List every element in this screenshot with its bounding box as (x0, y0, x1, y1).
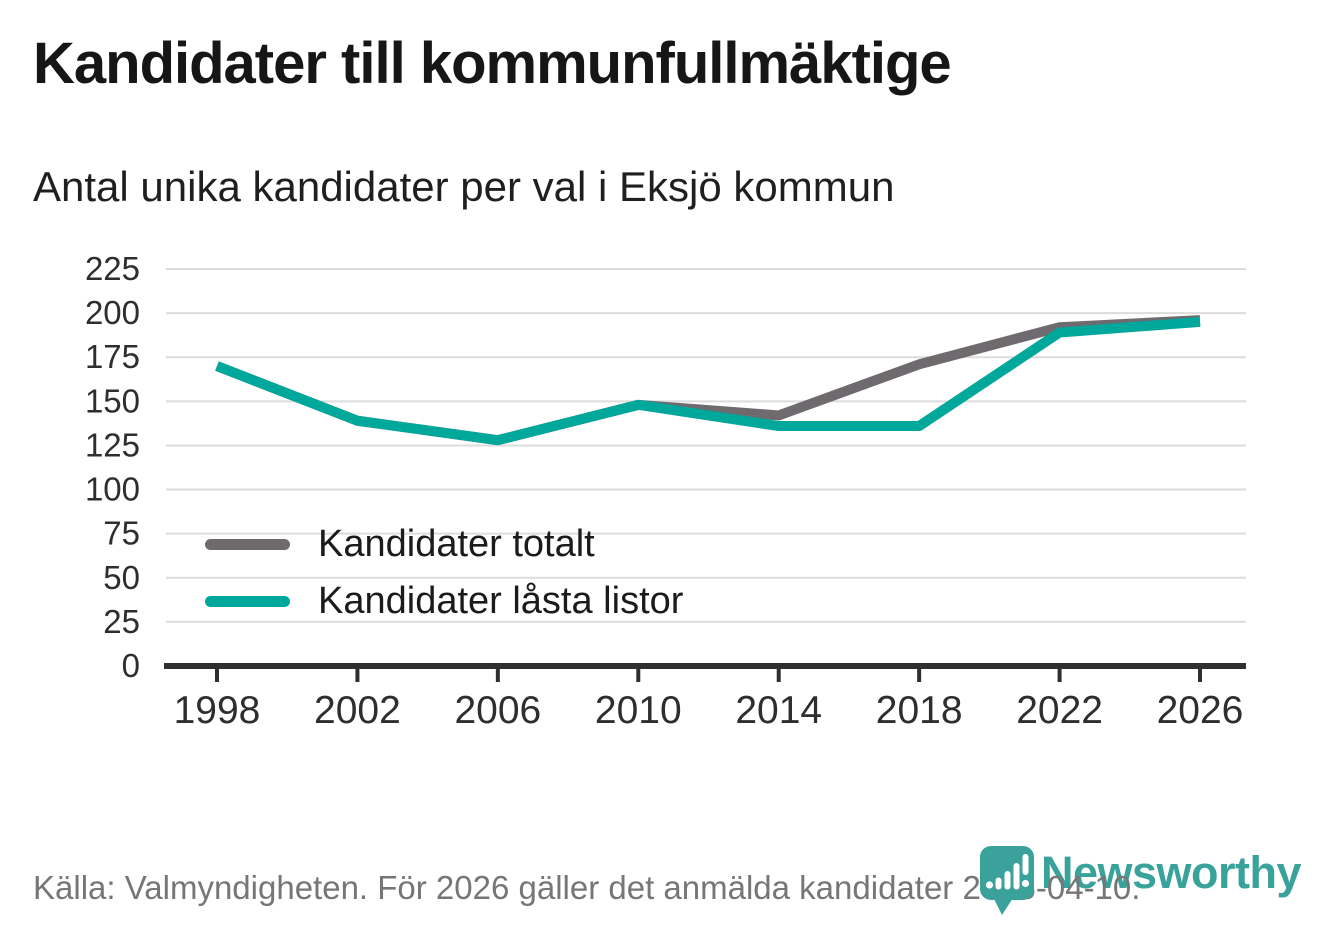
y-tick-label: 150 (85, 382, 140, 419)
y-tick-label: 125 (85, 426, 140, 463)
newsworthy-wordmark: Newsworthy (1041, 847, 1302, 898)
gridlines (166, 268, 1246, 623)
newsworthy-pin-icon (980, 846, 1034, 915)
y-tick-label: 50 (103, 559, 140, 596)
series-line-locked (215, 316, 1201, 446)
y-tick-label: 225 (85, 250, 140, 287)
x-tick-label: 2022 (1016, 689, 1103, 732)
y-tick-label: 75 (103, 515, 140, 552)
series-lines (215, 315, 1201, 446)
x-tick-label: 2006 (454, 689, 541, 732)
legend-swatch-total-icon (205, 538, 290, 550)
y-tick-label: 175 (85, 338, 140, 375)
x-tick-label: 2010 (595, 689, 682, 732)
chart-subtitle: Antal unika kandidater per val i Eksjö k… (33, 163, 895, 210)
y-tick-label: 200 (85, 294, 140, 331)
x-tick-label: 2014 (735, 689, 822, 732)
legend-label-total: Kandidater totalt (318, 522, 595, 565)
legend-item-locked: Kandidater låsta listor (205, 579, 683, 623)
newsworthy-logo: Newsworthy (979, 845, 1302, 925)
y-tick-label: 25 (103, 603, 140, 640)
legend: Kandidater totalt Kandidater låsta listo… (205, 522, 683, 623)
y-tick-label: 100 (85, 471, 140, 508)
chart-title: Kandidater till kommunfullmäktige (33, 31, 952, 96)
x-tick-label: 2002 (314, 689, 401, 732)
source-note: Källa: Valmyndigheten. För 2026 gäller d… (33, 869, 1141, 906)
x-tick-label: 1998 (174, 689, 261, 732)
y-tick-label: 0 (122, 647, 140, 684)
x-tick-label: 2018 (876, 689, 963, 732)
x-tick-label: 2026 (1157, 689, 1244, 732)
legend-swatch-locked-icon (205, 595, 290, 607)
legend-item-total: Kandidater totalt (205, 522, 683, 566)
x-axis: 1998 2002 2006 2010 2014 2018 2022 2026 (164, 663, 1246, 732)
legend-label-locked: Kandidater låsta listor (318, 579, 684, 622)
y-axis-labels: 0 25 50 75 100 125 150 175 200 225 (85, 250, 140, 684)
